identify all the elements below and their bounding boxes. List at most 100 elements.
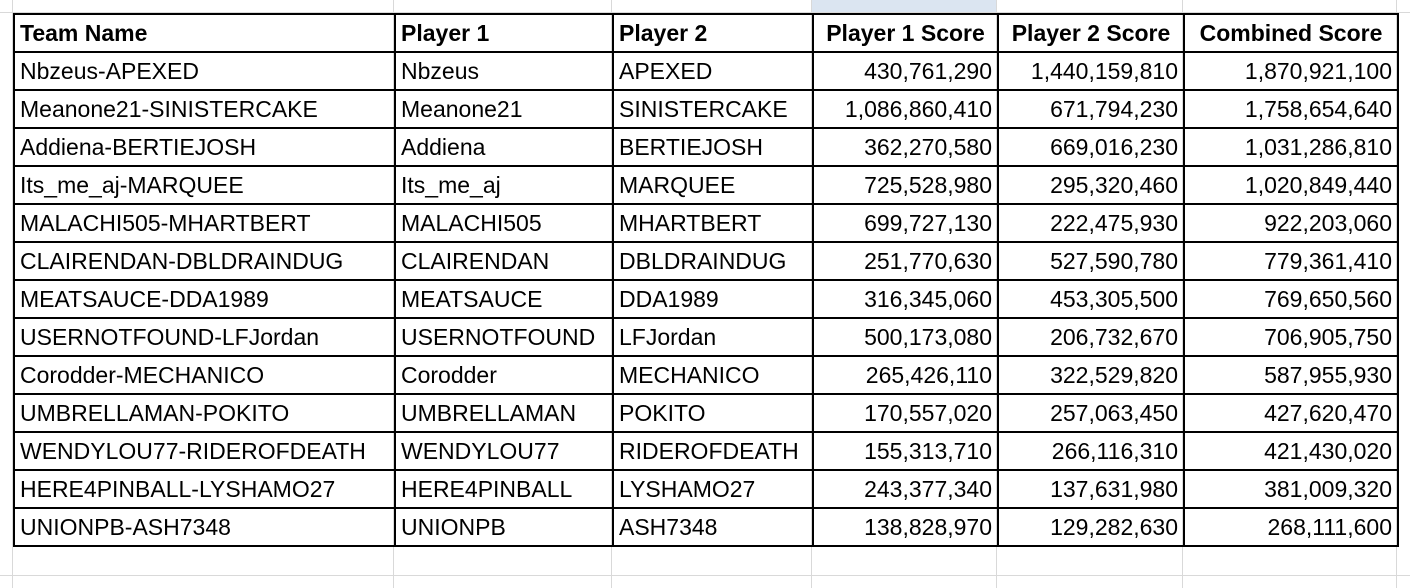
table-row: Its_me_aj-MARQUEE Its_me_aj MARQUEE 725,528… <box>13 165 1399 205</box>
player-2-score-header[interactable]: Player 2 Score <box>997 13 1185 53</box>
player-2-cell[interactable]: MECHANICO <box>612 355 814 395</box>
player-2-score-cell[interactable]: 222,475,930 <box>997 203 1185 243</box>
team-name-cell[interactable]: HERE4PINBALL-LYSHAMO27 <box>13 469 396 509</box>
team-name-cell[interactable]: CLAIRENDAN-DBLDRAINDUG <box>13 241 396 281</box>
table-row: MEATSAUCE-DDA1989 MEATSAUCE DDA1989 316,345… <box>13 279 1399 319</box>
player-2-cell[interactable]: ASH7348 <box>612 507 814 547</box>
table-row: WENDYLOU77-RIDEROFDEATH WENDYLOU77 RIDEROF… <box>13 431 1399 471</box>
player-2-score-cell[interactable]: 295,320,460 <box>997 165 1185 205</box>
team-name-header[interactable]: Team Name <box>13 13 396 53</box>
player-2-cell[interactable]: MARQUEE <box>612 165 814 205</box>
team-name-cell[interactable]: UNIONPB-ASH7348 <box>13 507 396 547</box>
player-1-score-cell[interactable]: 699,727,130 <box>812 203 999 243</box>
combined-score-cell[interactable]: 268,111,600 <box>1183 507 1399 547</box>
player-1-score-cell[interactable]: 170,557,020 <box>812 393 999 433</box>
player-2-score-cell[interactable]: 527,590,780 <box>997 241 1185 281</box>
player-2-cell[interactable]: LYSHAMO27 <box>612 469 814 509</box>
player-1-score-cell[interactable]: 1,086,860,410 <box>812 89 999 129</box>
player-2-score-cell[interactable]: 129,282,630 <box>997 507 1185 547</box>
table-row: Nbzeus-APEXED Nbzeus APEXED 430,761,290 1,44… <box>13 51 1399 91</box>
team-name-cell[interactable]: WENDYLOU77-RIDEROFDEATH <box>13 431 396 471</box>
player-1-cell[interactable]: Nbzeus <box>394 51 614 91</box>
player-2-score-cell[interactable]: 453,305,500 <box>997 279 1185 319</box>
player-2-cell[interactable]: RIDEROFDEATH <box>612 431 814 471</box>
player-2-score-cell[interactable]: 671,794,230 <box>997 89 1185 129</box>
table-row: HERE4PINBALL-LYSHAMO27 HERE4PINBALL LYSHAM… <box>13 469 1399 509</box>
table-row: UMBRELLAMAN-POKITO UMBRELLAMAN POKITO 170,5… <box>13 393 1399 433</box>
combined-score-cell[interactable]: 779,361,410 <box>1183 241 1399 281</box>
team-name-cell[interactable]: UMBRELLAMAN-POKITO <box>13 393 396 433</box>
team-name-cell[interactable]: Its_me_aj-MARQUEE <box>13 165 396 205</box>
team-name-cell[interactable]: MALACHI505-MHARTBERT <box>13 203 396 243</box>
player-2-score-cell[interactable]: 137,631,980 <box>997 469 1185 509</box>
player-2-cell[interactable]: DDA1989 <box>612 279 814 319</box>
player-2-score-cell[interactable]: 206,732,670 <box>997 317 1185 357</box>
player-1-cell[interactable]: UMBRELLAMAN <box>394 393 614 433</box>
combined-score-cell[interactable]: 421,430,020 <box>1183 431 1399 471</box>
combined-score-cell[interactable]: 769,650,560 <box>1183 279 1399 319</box>
player-1-cell[interactable]: CLAIRENDAN <box>394 241 614 281</box>
table-header: Team Name Player 1 Player 2 Player 1 Score P… <box>13 13 1399 53</box>
player-2-cell[interactable]: LFJordan <box>612 317 814 357</box>
player-2-cell[interactable]: BERTIEJOSH <box>612 127 814 167</box>
player-1-score-cell[interactable]: 362,270,580 <box>812 127 999 167</box>
player-1-header[interactable]: Player 1 <box>394 13 614 53</box>
scores-table: Team Name Player 1 Player 2 Player 1 Score P… <box>13 13 1399 547</box>
player-1-cell[interactable]: Its_me_aj <box>394 165 614 205</box>
player-1-score-cell[interactable]: 316,345,060 <box>812 279 999 319</box>
player-2-score-cell[interactable]: 669,016,230 <box>997 127 1185 167</box>
player-2-score-cell[interactable]: 1,440,159,810 <box>997 51 1185 91</box>
combined-score-cell[interactable]: 587,955,930 <box>1183 355 1399 395</box>
player-1-cell[interactable]: Addiena <box>394 127 614 167</box>
player-2-header[interactable]: Player 2 <box>612 13 814 53</box>
combined-score-cell[interactable]: 1,020,849,440 <box>1183 165 1399 205</box>
player-2-cell[interactable]: MHARTBERT <box>612 203 814 243</box>
player-1-score-cell[interactable]: 725,528,980 <box>812 165 999 205</box>
table-row: CLAIRENDAN-DBLDRAINDUG CLAIRENDAN DBLDRAIN… <box>13 241 1399 281</box>
player-2-score-cell[interactable]: 266,116,310 <box>997 431 1185 471</box>
player-1-score-cell[interactable]: 430,761,290 <box>812 51 999 91</box>
table-row: MALACHI505-MHARTBERT MALACHI505 MHARTBERT 6… <box>13 203 1399 243</box>
combined-score-cell[interactable]: 922,203,060 <box>1183 203 1399 243</box>
player-1-score-cell[interactable]: 138,828,970 <box>812 507 999 547</box>
player-1-score-cell[interactable]: 155,313,710 <box>812 431 999 471</box>
player-2-score-cell[interactable]: 322,529,820 <box>997 355 1185 395</box>
gridline <box>0 12 1410 13</box>
team-name-cell[interactable]: Addiena-BERTIEJOSH <box>13 127 396 167</box>
player-2-cell[interactable]: DBLDRAINDUG <box>612 241 814 281</box>
player-1-score-header[interactable]: Player 1 Score <box>812 13 999 53</box>
combined-score-cell[interactable]: 1,870,921,100 <box>1183 51 1399 91</box>
player-1-cell[interactable]: WENDYLOU77 <box>394 431 614 471</box>
player-1-cell[interactable]: UNIONPB <box>394 507 614 547</box>
team-name-cell[interactable]: Nbzeus-APEXED <box>13 51 396 91</box>
player-1-cell[interactable]: MEATSAUCE <box>394 279 614 319</box>
header-row: Team Name Player 1 Player 2 Player 1 Score P… <box>13 13 1399 53</box>
player-1-cell[interactable]: Meanone21 <box>394 89 614 129</box>
team-name-cell[interactable]: USERNOTFOUND-LFJordan <box>13 317 396 357</box>
team-name-cell[interactable]: Corodder-MECHANICO <box>13 355 396 395</box>
player-1-cell[interactable]: HERE4PINBALL <box>394 469 614 509</box>
team-name-cell[interactable]: Meanone21-SINISTERCAKE <box>13 89 396 129</box>
player-1-cell[interactable]: MALACHI505 <box>394 203 614 243</box>
player-1-score-cell[interactable]: 251,770,630 <box>812 241 999 281</box>
player-1-score-cell[interactable]: 265,426,110 <box>812 355 999 395</box>
player-2-cell[interactable]: SINISTERCAKE <box>612 89 814 129</box>
player-2-score-cell[interactable]: 257,063,450 <box>997 393 1185 433</box>
player-1-score-cell[interactable]: 243,377,340 <box>812 469 999 509</box>
player-1-cell[interactable]: USERNOTFOUND <box>394 317 614 357</box>
combined-score-cell[interactable]: 381,009,320 <box>1183 469 1399 509</box>
team-name-cell[interactable]: MEATSAUCE-DDA1989 <box>13 279 396 319</box>
combined-score-header[interactable]: Combined Score <box>1183 13 1399 53</box>
combined-score-cell[interactable]: 1,758,654,640 <box>1183 89 1399 129</box>
player-2-cell[interactable]: POKITO <box>612 393 814 433</box>
combined-score-cell[interactable]: 706,905,750 <box>1183 317 1399 357</box>
player-1-cell[interactable]: Corodder <box>394 355 614 395</box>
table-body: Nbzeus-APEXED Nbzeus APEXED 430,761,290 1,44… <box>13 51 1399 547</box>
player-2-cell[interactable]: APEXED <box>612 51 814 91</box>
player-1-score-cell[interactable]: 500,173,080 <box>812 317 999 357</box>
combined-score-cell[interactable]: 427,620,470 <box>1183 393 1399 433</box>
table-row: Corodder-MECHANICO Corodder MECHANICO 265,4… <box>13 355 1399 395</box>
table-row: Meanone21-SINISTERCAKE Meanone21 SINISTERC… <box>13 89 1399 129</box>
combined-score-cell[interactable]: 1,031,286,810 <box>1183 127 1399 167</box>
